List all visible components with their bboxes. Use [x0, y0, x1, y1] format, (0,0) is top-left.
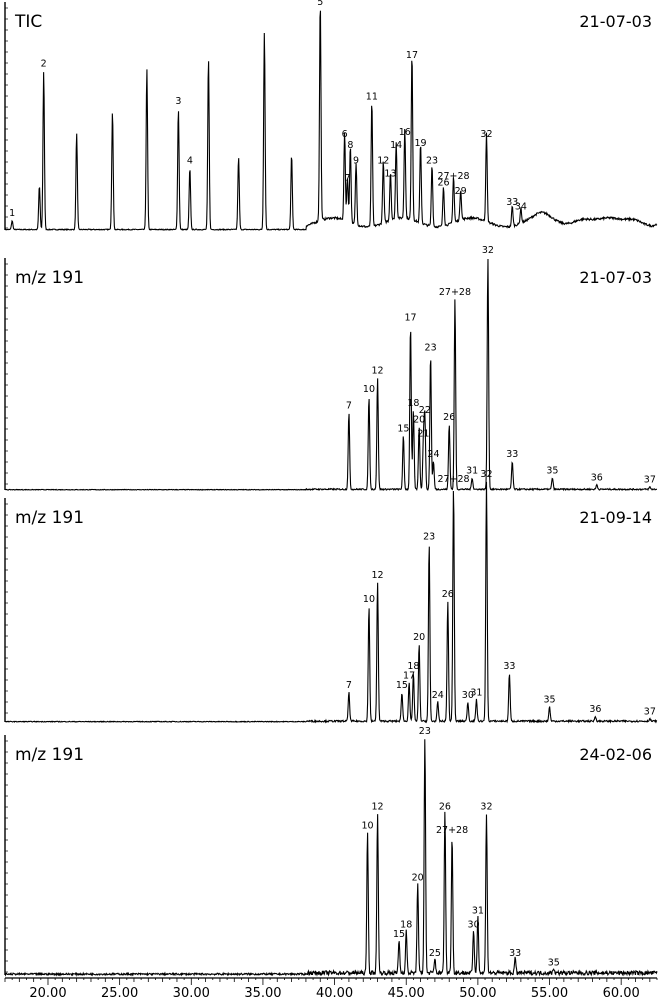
peak-label: 32: [480, 129, 492, 140]
peak-label: 19: [415, 138, 427, 149]
peak-label: 36: [589, 704, 601, 715]
peak-label: 12: [372, 802, 384, 813]
peak-label: 12: [372, 366, 384, 377]
peak-label: 5: [317, 0, 323, 8]
peak-label: 12: [372, 570, 384, 581]
peak-label: 18: [407, 398, 419, 409]
panel-3-trace: [4, 739, 658, 977]
x-tick-label: 40.00: [316, 986, 353, 1000]
peak-label: 26: [437, 177, 449, 188]
panel-0-trace: [4, 10, 658, 232]
peak-label: 4: [187, 155, 193, 166]
peak-label: 30: [462, 690, 474, 701]
peak-label: 7: [344, 173, 350, 184]
peak-label: 23: [425, 342, 437, 353]
peak-label: 31: [472, 905, 484, 916]
peak-label: 24: [427, 449, 439, 460]
peak-label: 17: [403, 671, 415, 682]
peak-label: 29: [455, 186, 467, 197]
peak-label: 9: [353, 155, 359, 166]
peak-label: 35: [543, 695, 555, 706]
panel-date: 21-07-03: [579, 12, 652, 31]
peak-label: 15: [393, 929, 405, 940]
peak-label: 33: [506, 449, 518, 460]
panel-date: 24-02-06: [579, 745, 652, 764]
peak-label: 23: [419, 726, 431, 737]
x-tick-label: 50.00: [459, 986, 496, 1000]
peak-label: 27+28: [436, 825, 468, 836]
peak-label: 37: [644, 707, 656, 718]
peak-label: 24: [432, 690, 444, 701]
peak-label: 30: [468, 920, 480, 931]
x-tick-label: 60.00: [603, 986, 640, 1000]
peak-label: 27+28: [437, 474, 469, 485]
peak-label: 11: [366, 92, 378, 103]
peak-label: 35: [548, 957, 560, 968]
peak-label: 34: [515, 202, 527, 213]
peak-label: 23: [426, 155, 438, 166]
peak-label: 1: [9, 208, 15, 219]
panel-label: TIC: [14, 12, 42, 32]
peak-label: 36: [591, 472, 603, 483]
peak-label: 21: [417, 428, 429, 439]
panel-1-trace: [4, 259, 658, 492]
x-tick-label: 55.00: [531, 986, 568, 1000]
x-tick-label: 35.00: [244, 986, 281, 1000]
peak-label: 31: [470, 687, 482, 698]
peak-label: 10: [363, 384, 375, 395]
peak-label: 3: [175, 96, 181, 107]
x-tick-label: 20.00: [29, 986, 66, 1000]
peak-label: 33: [503, 661, 515, 672]
peak-label: 10: [363, 594, 375, 605]
peak-label: 35: [546, 465, 558, 476]
peak-label: 16: [399, 127, 411, 138]
peak-label: 20: [413, 414, 425, 425]
panel-label: m/z 191: [15, 268, 84, 288]
peak-label: 31: [466, 465, 478, 476]
peak-label: 8: [347, 140, 353, 151]
peak-label: 12: [377, 155, 389, 166]
peak-label: 26: [442, 589, 454, 600]
peak-label: 22: [419, 405, 431, 416]
peak-label: 20: [412, 872, 424, 883]
panel-label: m/z 191: [15, 745, 84, 765]
panel-date: 21-09-14: [579, 508, 652, 527]
peak-label: 32: [482, 245, 494, 256]
peak-label: 37: [644, 475, 656, 486]
peak-label: 18: [407, 661, 419, 672]
peak-label: 14: [390, 140, 402, 151]
peak-label: 26: [439, 802, 451, 813]
peak-label: 27+28: [437, 171, 469, 182]
peak-label: 6: [342, 129, 348, 140]
x-tick-label: 25.00: [101, 986, 138, 1000]
peak-label: 7: [346, 400, 352, 411]
peak-label: 32: [480, 469, 492, 480]
peak-label: 25: [429, 948, 441, 959]
peak-label: 15: [396, 680, 408, 691]
peak-label: 17: [404, 312, 416, 323]
peak-label: 26: [443, 412, 455, 423]
x-tick-label: 30.00: [173, 986, 210, 1000]
panel-label: m/z 191: [15, 508, 84, 528]
peak-label: 15: [397, 424, 409, 435]
peak-label: 32: [480, 802, 492, 813]
peak-label: 7: [346, 680, 352, 691]
peak-label: 18: [400, 920, 412, 931]
peak-label: 33: [509, 948, 521, 959]
peak-label: 27+28: [439, 287, 471, 298]
peak-label: 2: [41, 59, 47, 70]
peak-label: 13: [384, 169, 396, 180]
peak-label: 23: [423, 531, 435, 542]
panel-2-trace: [4, 481, 658, 724]
peak-label: 33: [506, 197, 518, 208]
peak-label: 10: [361, 820, 373, 831]
peak-label: 17: [406, 50, 418, 61]
peak-label: 20: [413, 632, 425, 643]
panel-date: 21-07-03: [579, 268, 652, 287]
x-tick-label: 45.00: [388, 986, 425, 1000]
